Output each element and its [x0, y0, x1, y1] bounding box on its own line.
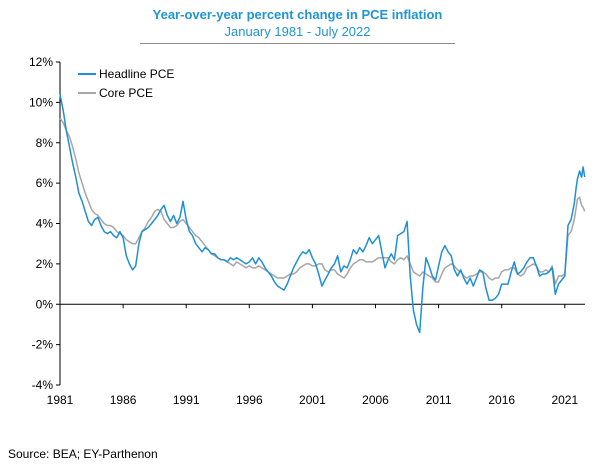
chart-subtitle: January 1981 - July 2022 [224, 24, 371, 39]
series-group [59, 94, 586, 334]
series-line-core-pce [59, 118, 586, 285]
x-tick-label: 1996 [236, 393, 263, 407]
y-tick-label: 4% [36, 217, 54, 231]
chart-title: Year-over-year percent change in PCE inf… [152, 7, 443, 22]
x-tick-label: 1981 [47, 393, 74, 407]
x-tick-label: 2001 [299, 393, 326, 407]
y-tick-label: 2% [36, 257, 54, 271]
series-line-headline-pce [59, 94, 586, 334]
legend-label: Headline PCE [99, 67, 174, 81]
y-tick-label: 10% [29, 95, 53, 109]
legend-label: Core PCE [99, 86, 153, 100]
x-tick-label: 1986 [110, 393, 137, 407]
y-tick-label: -4% [32, 378, 54, 392]
y-tick-label: 8% [36, 136, 54, 150]
x-tick-label: 2011 [426, 393, 452, 407]
axes-group: -4% -2% 0% 2% 4% 6% 8% 10% 12% 1981 1986 1991 1996 20… [29, 55, 585, 407]
x-tick-label: 1991 [173, 393, 200, 407]
title-underline [140, 43, 455, 44]
chart-title-block: Year-over-year percent change in PCE inf… [140, 7, 455, 40]
source-note: Source: BEA; EY-Parthenon [8, 447, 158, 461]
y-tick-label: 0% [36, 297, 54, 311]
x-tick-label: 2021 [551, 393, 578, 407]
y-tick-label: 12% [29, 55, 53, 69]
y-tick-label: 6% [36, 176, 54, 190]
x-tick-label: 2006 [362, 393, 389, 407]
x-tick-label: 2016 [488, 393, 515, 407]
legend: Headline PCE Core PCE [78, 67, 174, 100]
y-tick-label: -2% [32, 338, 54, 352]
chart-area: -4% -2% 0% 2% 4% 6% 8% 10% 12% 1981 1986 1991 1996 20… [29, 55, 586, 407]
